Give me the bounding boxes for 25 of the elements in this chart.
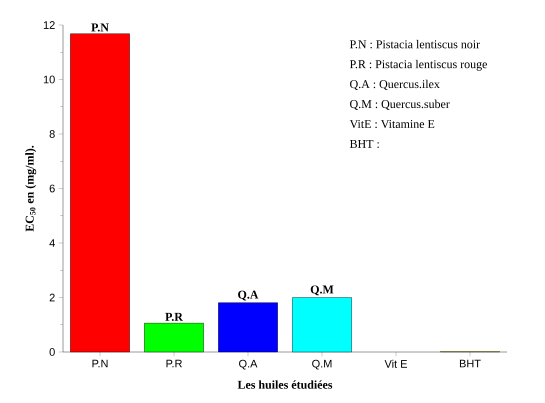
annotation: P.R : Pistacia lentiscus rouge: [350, 60, 487, 71]
x-tick-label: Q.A: [239, 360, 258, 370]
annotation: Q.M: [310, 285, 334, 296]
x-tick-label: Q.M: [312, 360, 332, 370]
y-tick-label: 12: [44, 21, 55, 29]
y-tick-label: 8: [50, 130, 55, 138]
annotation: Q.A: [238, 290, 258, 300]
annotation: P.R: [165, 312, 184, 321]
text: EC$_{50}$ en (mg/ml).: [25, 146, 36, 232]
y-tick-label: 0: [50, 348, 55, 356]
x-tick-label: P.N: [92, 360, 108, 368]
y-tick-label: 4: [49, 239, 55, 247]
x-tick-label: BHT: [460, 360, 481, 368]
x-axis-title: Les huiles étudiées: [238, 380, 332, 389]
y-tick-label: 6: [50, 184, 55, 192]
annotation: P.N : Pistacia lentiscus noir: [350, 40, 480, 48]
annotation: P.N: [91, 24, 109, 32]
y-tick-label: 2: [50, 294, 55, 302]
annotation: Q.M : Quercus.suber: [350, 100, 450, 110]
annotation: BHT :: [350, 140, 379, 148]
x-tick-label: Vit E: [384, 360, 407, 368]
annotation: Q.A : Quercus.ilex: [350, 80, 440, 90]
annotation: VitE : Vitamine E: [350, 120, 434, 128]
y-tick-label: 10: [44, 76, 55, 84]
x-tick-label: P.R: [166, 360, 182, 368]
